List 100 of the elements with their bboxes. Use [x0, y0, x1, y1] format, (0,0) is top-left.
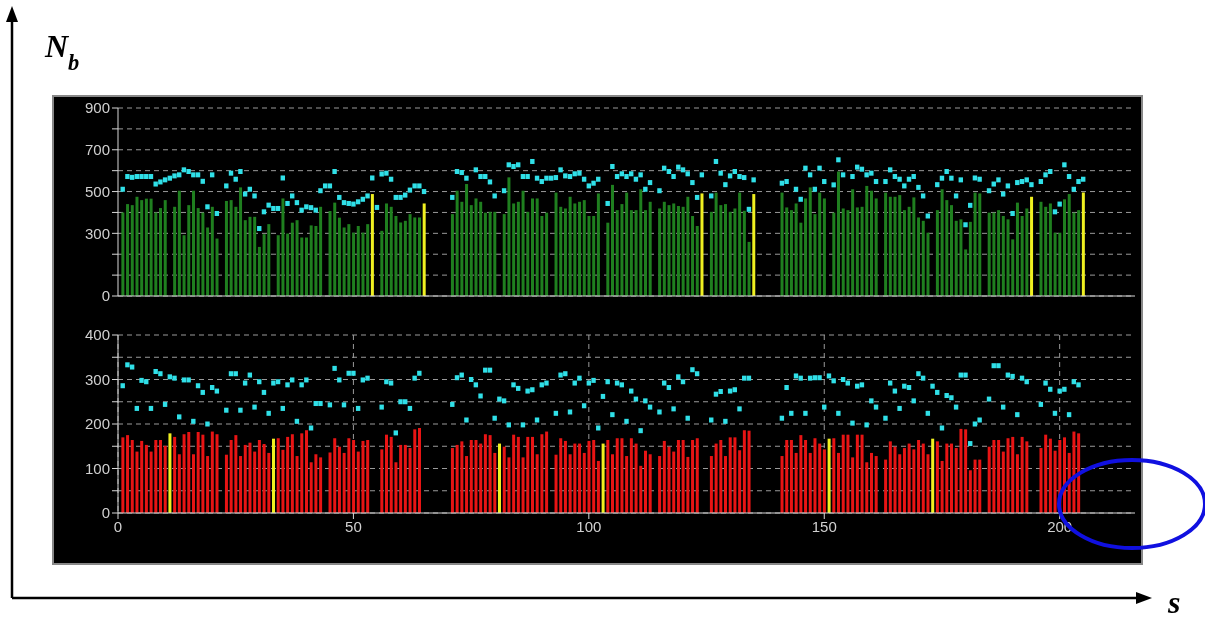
bar [940, 189, 944, 296]
bar [789, 440, 793, 513]
bar [135, 196, 139, 296]
bar [672, 451, 676, 513]
bar [827, 438, 831, 513]
bar [596, 193, 600, 296]
bar [752, 194, 756, 296]
bar [177, 454, 181, 513]
y-tick-label: 0 [101, 504, 110, 522]
bar [837, 452, 841, 513]
bar [700, 193, 704, 296]
bar [417, 217, 421, 296]
bar [841, 434, 845, 513]
bar [121, 437, 125, 513]
bar [295, 220, 299, 296]
bar [1006, 219, 1010, 296]
bar [959, 428, 963, 513]
bar [945, 443, 949, 513]
bar [813, 438, 817, 513]
bar [629, 210, 633, 296]
bar [163, 445, 167, 513]
bar [243, 220, 247, 296]
bar [1077, 210, 1081, 296]
bar [1044, 206, 1048, 296]
y-tick-label: 300 [84, 370, 110, 388]
bar [992, 440, 996, 513]
bar [319, 206, 323, 296]
bar [620, 438, 624, 513]
bar [257, 246, 261, 296]
bar [140, 200, 144, 296]
bar [196, 208, 200, 296]
bar [714, 443, 718, 513]
bar [869, 452, 873, 513]
bar [855, 434, 859, 513]
bar [1011, 436, 1015, 513]
bar [389, 206, 393, 296]
bar [159, 440, 163, 513]
bar [196, 432, 200, 513]
bar [625, 456, 629, 513]
bar [639, 189, 643, 296]
bar [648, 201, 652, 296]
bar [215, 238, 219, 296]
bar [333, 438, 337, 513]
bar [719, 440, 723, 513]
bar [130, 440, 134, 513]
bar [210, 206, 214, 296]
bar [361, 440, 365, 513]
bar [724, 204, 728, 296]
bar [469, 440, 473, 513]
bar [606, 440, 610, 513]
bar [403, 444, 407, 513]
y-tick-label: 900 [84, 99, 110, 117]
bar [1006, 438, 1010, 513]
bar [483, 434, 487, 513]
bar [615, 438, 619, 513]
bar [742, 210, 746, 296]
bar [290, 222, 294, 296]
bar [248, 216, 252, 296]
bar [177, 190, 181, 296]
bar [502, 446, 506, 513]
bar [1067, 194, 1071, 296]
bar [742, 430, 746, 513]
bar [846, 434, 850, 513]
bar [460, 441, 464, 513]
bar [950, 443, 954, 513]
bar [917, 217, 921, 296]
bar [611, 454, 615, 513]
bar [563, 440, 567, 513]
bar [399, 444, 403, 513]
bar [356, 226, 360, 296]
bar [921, 443, 925, 513]
bar [869, 190, 873, 296]
bar [695, 226, 699, 296]
bar [243, 444, 247, 513]
bar [413, 217, 417, 296]
bar [493, 211, 497, 296]
bar [841, 208, 845, 296]
bar [267, 224, 271, 296]
bar [144, 444, 148, 513]
bar [1077, 433, 1081, 513]
bar [239, 456, 243, 513]
bar [314, 454, 318, 513]
bar [874, 198, 878, 296]
y-tick-label: 400 [84, 326, 110, 344]
bar [695, 438, 699, 513]
bar [1025, 208, 1029, 296]
bar [272, 438, 276, 513]
bar [309, 225, 313, 296]
bar [822, 449, 826, 513]
bar [573, 443, 577, 513]
x-tick-label: 50 [345, 517, 362, 535]
bar [865, 185, 869, 296]
bar [191, 190, 195, 296]
bar [851, 457, 855, 513]
bar [738, 192, 742, 296]
bar [389, 436, 393, 513]
bar [479, 201, 483, 296]
bar [997, 210, 1001, 296]
bar [582, 200, 586, 296]
bar [530, 198, 534, 296]
